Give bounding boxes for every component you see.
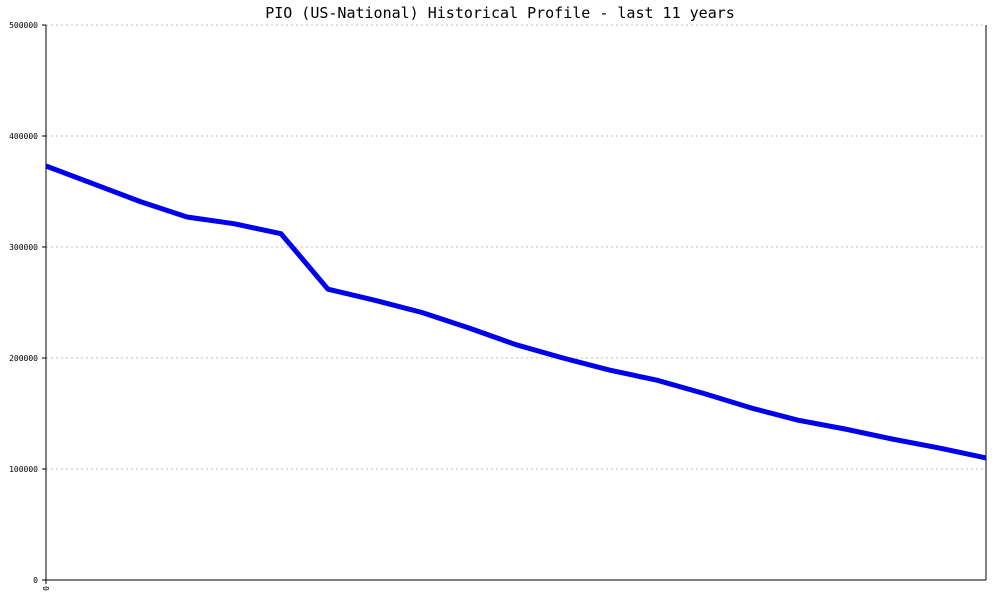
y-tick-label: 0	[33, 576, 38, 585]
y-tick-label: 300000	[9, 243, 38, 252]
grid-lines	[46, 24, 986, 470]
y-tick-label: 500000	[9, 21, 38, 30]
series-layer	[45, 163, 987, 461]
tick-labels: 0 100000 200000 300000 400000 500000 0	[9, 21, 51, 591]
y-tick-label: 200000	[9, 354, 38, 363]
y-tick-label: 400000	[9, 132, 38, 141]
series-line	[45, 163, 987, 461]
x-tick-label: 0	[42, 586, 51, 591]
chart-title: PIO (US-National) Historical Profile - l…	[265, 4, 735, 22]
axes	[42, 24, 987, 584]
y-tick-label: 100000	[9, 465, 38, 474]
